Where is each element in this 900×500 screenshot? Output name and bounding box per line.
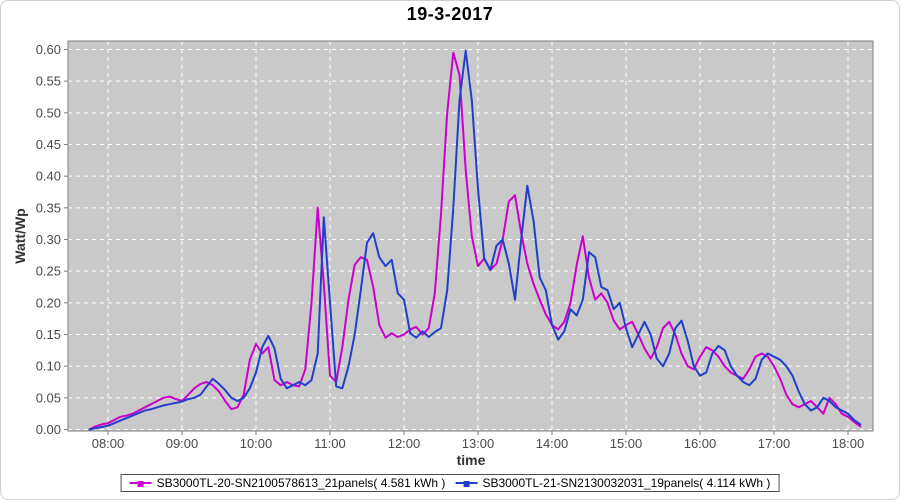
axis-tick-labels: 0.00 0.05 0.10 0.15 0.20 0.25 0.30 0.35 0.40 0.45… xyxy=(36,42,865,451)
plot-border xyxy=(67,40,874,432)
series-line-0 xyxy=(88,51,862,431)
y-tick-label: 0.55 xyxy=(36,74,61,89)
y-tick-label: 0.45 xyxy=(36,137,61,152)
y-tick-label: 0.20 xyxy=(36,295,61,310)
legend: SB3000TL-20-SN2100578613_21panels( 4.581… xyxy=(120,474,780,492)
x-tick-label: 13:00 xyxy=(462,436,495,451)
x-tick-label: 14:00 xyxy=(536,436,569,451)
y-tick-label: 0.30 xyxy=(36,232,61,247)
legend-item-series-0: SB3000TL-20-SN2100578613_21panels( 4.581… xyxy=(129,476,446,490)
y-tick-label: 0.50 xyxy=(36,105,61,120)
series-line-1 xyxy=(88,49,862,431)
axis-ticks xyxy=(64,49,849,435)
x-tick-label: 16:00 xyxy=(684,436,717,451)
x-tick-label: 17:00 xyxy=(758,436,791,451)
y-tick-label: 0.10 xyxy=(36,359,61,374)
x-tick-label: 18:00 xyxy=(832,436,865,451)
plot-area xyxy=(68,41,873,431)
legend-label-series-1: SB3000TL-21-SN2130032031_19panels( 4.114… xyxy=(482,476,771,490)
line-chart: 0.00 0.05 0.10 0.15 0.20 0.25 0.30 0.35 0.40 0.45… xyxy=(36,40,874,451)
x-tick-label: 15:00 xyxy=(610,436,643,451)
x-axis-label: time xyxy=(456,452,486,468)
y-tick-label: 0.15 xyxy=(36,327,61,342)
gridlines xyxy=(68,41,873,431)
series-0-swatch-icon xyxy=(129,479,152,488)
x-tick-label: 11:00 xyxy=(314,436,346,451)
x-tick-label: 08:00 xyxy=(92,436,125,451)
x-tick-label: 10:00 xyxy=(240,436,273,451)
x-tick-label: 09:00 xyxy=(166,436,199,451)
y-tick-label: 0.05 xyxy=(36,390,61,405)
legend-label-series-0: SB3000TL-20-SN2100578613_21panels( 4.581… xyxy=(156,476,446,490)
y-tick-label: 0.00 xyxy=(36,422,61,437)
y-tick-label: 0.35 xyxy=(36,200,61,215)
y-tick-label: 0.60 xyxy=(36,42,61,57)
y-axis-label: Watt/Wp xyxy=(12,208,28,264)
page-title: 19-3-2017 xyxy=(406,4,494,24)
y-tick-label: 0.40 xyxy=(36,169,61,184)
series-1-swatch-icon xyxy=(455,479,478,488)
x-tick-label: 12:00 xyxy=(388,436,421,451)
y-tick-label: 0.25 xyxy=(36,264,61,279)
legend-item-series-1: SB3000TL-21-SN2130032031_19panels( 4.114… xyxy=(455,476,770,490)
